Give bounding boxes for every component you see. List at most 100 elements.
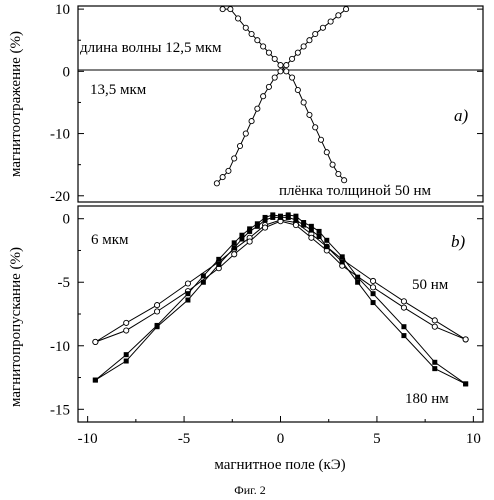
panel-a-point [313, 125, 318, 130]
figure-caption: Фиг. 2 [234, 483, 265, 497]
panel-b-point [370, 285, 375, 290]
panel-b-point [301, 223, 306, 228]
annotation-series-180nm: 180 нм [405, 391, 449, 407]
panel-a-point [266, 84, 271, 89]
panel-a-series [214, 7, 348, 186]
panel-a-y-ticks: 100-10-20 [50, 2, 483, 205]
panel-b-point [185, 291, 190, 296]
panel-a-point [318, 137, 323, 142]
panel-b-point [124, 320, 129, 325]
panel-b-point [232, 252, 237, 257]
panel-b-point [154, 309, 159, 314]
panel-b-point [124, 352, 129, 357]
panel-b-point [201, 280, 206, 285]
panel-b-point [247, 239, 252, 244]
panel-a-point [289, 75, 294, 80]
x-axis-label: магнитное поле (кЭ) [214, 457, 345, 473]
panel-b-point [309, 235, 314, 240]
panel-b-point [432, 366, 437, 371]
panel-b-point [340, 259, 345, 264]
panel-b-frame [78, 206, 483, 422]
panel-a-y-tick-label: -20 [50, 189, 70, 205]
x-tick-label: 5 [373, 431, 381, 447]
x-tick-label: 10 [466, 431, 481, 447]
panel-b-point [370, 278, 375, 283]
panel-b-point [432, 324, 437, 329]
panel-a-point [301, 100, 306, 105]
panel-b-point [93, 378, 98, 383]
panel-b-point [286, 215, 291, 220]
panel-b-point [201, 273, 206, 278]
panel-b-point [185, 298, 190, 303]
panel-a-point [249, 31, 254, 36]
panel-b-point [255, 224, 260, 229]
panel-a-point [261, 94, 266, 99]
x-tick-label: -5 [178, 431, 191, 447]
panel-b-point [309, 228, 314, 233]
panel-b-point [124, 328, 129, 333]
panel-b-point [371, 291, 376, 296]
panel-b-series-line-3 [95, 215, 465, 384]
panel-a-point [243, 131, 248, 136]
panel-a-point [243, 25, 248, 30]
panel-b-point [216, 262, 221, 267]
x-tick-label: 0 [277, 431, 285, 447]
panel-b-point [155, 324, 160, 329]
panel-b-label: b) [451, 232, 466, 251]
panel-b-point [293, 217, 298, 222]
panel-a-point [278, 63, 283, 68]
panel-b-y-axis-label: магнитопропускание (%) [8, 247, 24, 407]
panel-a-point [220, 7, 225, 12]
panel-a-point [301, 44, 306, 49]
panel-b-point [278, 215, 283, 220]
annotation-wavelength-6: 6 мкм [91, 232, 129, 248]
panel-a: 100-10-20 длина волны 12,5 мкм 13,5 мкм … [8, 2, 483, 205]
panel-a-point [220, 175, 225, 180]
panel-b-point [432, 360, 437, 365]
panel-a-point [228, 7, 233, 12]
panel-b-y-tick-label: -5 [58, 275, 71, 291]
panel-a-point [336, 13, 341, 18]
panel-b-series-line-1 [95, 220, 465, 342]
panel-a-point [249, 119, 254, 124]
panel-a-point [307, 38, 312, 43]
annotation-series-50nm: 50 нм [412, 277, 449, 293]
panel-a-point [266, 50, 271, 55]
panel-a-y-tick-label: 0 [63, 64, 71, 80]
panel-a-point [343, 7, 348, 12]
panel-b-point [262, 225, 267, 230]
panel-b-y-tick-label: -15 [50, 402, 70, 418]
panel-b-point [371, 300, 376, 305]
panel-a-point [295, 50, 300, 55]
panel-a-label: a) [454, 106, 469, 125]
panel-b-point [239, 237, 244, 242]
panel-b-point [232, 245, 237, 250]
panel-b-point [463, 381, 468, 386]
panel-b-series [93, 212, 468, 386]
panel-b-y-tick-label: 0 [63, 212, 71, 228]
panel-a-point [226, 168, 231, 173]
panel-b-point [317, 229, 322, 234]
panel-a-point [278, 69, 283, 74]
panel-b-point [124, 359, 129, 364]
panel-b-point [216, 257, 221, 262]
panel-a-point [284, 69, 289, 74]
annotation-film-thickness: плёнка толщиной 50 нм [279, 183, 431, 199]
panel-b-point [232, 240, 237, 245]
panel-b-point [93, 339, 98, 344]
x-tick-label: -10 [78, 431, 98, 447]
panel-a-point [324, 150, 329, 155]
panel-a-point [255, 106, 260, 111]
panel-b-point [401, 305, 406, 310]
panel-b-point [324, 238, 329, 243]
panel-b-point [401, 299, 406, 304]
panel-a-frame [78, 6, 483, 202]
panel-b-point [355, 280, 360, 285]
panel-b-point [263, 217, 268, 222]
panel-a-point [307, 112, 312, 117]
panel-a-point [237, 143, 242, 148]
panel-b-point [154, 303, 159, 308]
panel-a-point [232, 156, 237, 161]
panel-a-point [261, 44, 266, 49]
